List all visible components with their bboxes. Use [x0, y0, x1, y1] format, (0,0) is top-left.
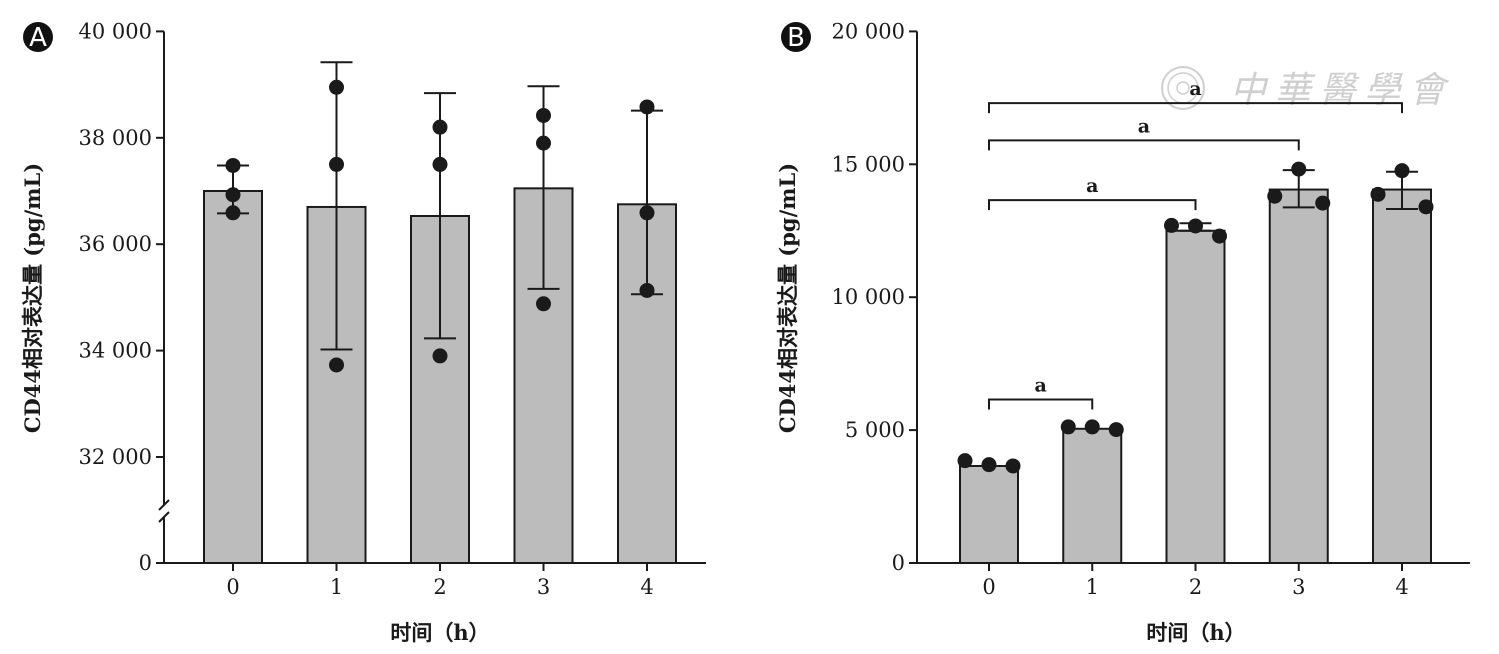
bar [203, 190, 263, 564]
y-tick-label: 38 000 [79, 126, 152, 150]
x-tick-label: 0 [226, 575, 239, 599]
data-point [225, 205, 241, 221]
x-tick-label: 4 [640, 575, 653, 599]
data-point [981, 457, 997, 473]
data-point [432, 119, 448, 135]
y-tick-label: 20 000 [832, 19, 905, 43]
y-tick-label: 15 000 [832, 152, 905, 176]
data-point [329, 156, 344, 172]
y-tick-label: 36 000 [79, 232, 152, 256]
y-tick-label: 0 [139, 551, 152, 575]
data-point [1394, 163, 1410, 179]
significance-bracket [988, 199, 1197, 211]
bar [1372, 188, 1432, 564]
data-point [329, 357, 344, 373]
data-point [536, 135, 551, 151]
significance-bracket [988, 139, 1300, 151]
significance-bracket [988, 398, 1094, 410]
data-point [432, 156, 448, 172]
panel-b-y-axis-title: CD44相对表达量 (pg/mL) [775, 163, 800, 433]
data-point [639, 205, 655, 221]
data-point [536, 107, 551, 123]
significance-bracket [988, 102, 1403, 114]
panel-a-axis-break-mark [158, 499, 170, 511]
panel-a-letter: A [29, 23, 47, 53]
chart-panel-b: B CD44相对表达量 (pg/mL) 时间（h） a a a a 0 1 2 3 4 0 5 … [775, 19, 1470, 645]
data-point [1005, 458, 1021, 474]
panel-a-axis-break-mark [158, 511, 170, 523]
significance-label: a [1034, 375, 1046, 397]
data-point [1084, 419, 1100, 435]
data-point [225, 157, 241, 173]
data-point [1315, 195, 1331, 211]
y-tick-label: 32 000 [79, 445, 152, 469]
data-point [1418, 199, 1434, 215]
bar [1165, 229, 1226, 564]
panel-a-x-axis-title: 时间（h） [390, 620, 489, 645]
x-tick-label: 3 [1292, 575, 1305, 599]
data-point [639, 99, 655, 115]
data-point [1188, 218, 1203, 234]
x-tick-label: 3 [537, 575, 550, 599]
x-tick-label: 1 [1086, 575, 1099, 599]
data-point [639, 282, 655, 298]
y-tick-label: 5 000 [845, 418, 905, 442]
panel-a-y-axis-title: CD44相对表达量 (pg/mL) [20, 163, 45, 433]
x-tick-label: 0 [982, 575, 995, 599]
data-point [1108, 422, 1124, 438]
data-point [329, 79, 344, 95]
x-tick-label: 2 [1189, 575, 1202, 599]
panel-b-badge [781, 22, 811, 52]
data-point [1291, 161, 1307, 177]
y-tick-label: 34 000 [79, 339, 152, 363]
data-point [1060, 419, 1076, 435]
data-point [957, 453, 973, 469]
chart-panel-a: A CD44相对表达量 (pg/mL) 时间（h） 0 1 2 3 4 32 000 34… [20, 19, 706, 645]
significance-label: a [1138, 115, 1150, 137]
data-point [1267, 188, 1283, 204]
data-point [536, 296, 551, 312]
significance-label: a [1189, 78, 1201, 100]
data-point [225, 187, 241, 203]
bar [959, 464, 1019, 564]
panel-a-badge [23, 22, 53, 52]
bar [1268, 188, 1329, 564]
x-tick-label: 4 [1395, 575, 1408, 599]
data-point [1212, 228, 1227, 244]
watermark-text: 中華醫學會 [1230, 70, 1450, 111]
data-point [1164, 217, 1179, 233]
data-point [432, 348, 448, 364]
panel-b-letter: B [787, 23, 805, 53]
panel-b-x-axis-title: 时间（h） [1146, 620, 1245, 645]
y-tick-label: 40 000 [79, 19, 152, 43]
x-tick-label: 1 [330, 575, 343, 599]
x-tick-label: 2 [433, 575, 446, 599]
significance-label: a [1086, 175, 1098, 197]
bar [1062, 427, 1123, 564]
y-tick-label: 10 000 [832, 285, 905, 309]
y-tick-label: 0 [892, 551, 905, 575]
data-point [1370, 186, 1386, 202]
